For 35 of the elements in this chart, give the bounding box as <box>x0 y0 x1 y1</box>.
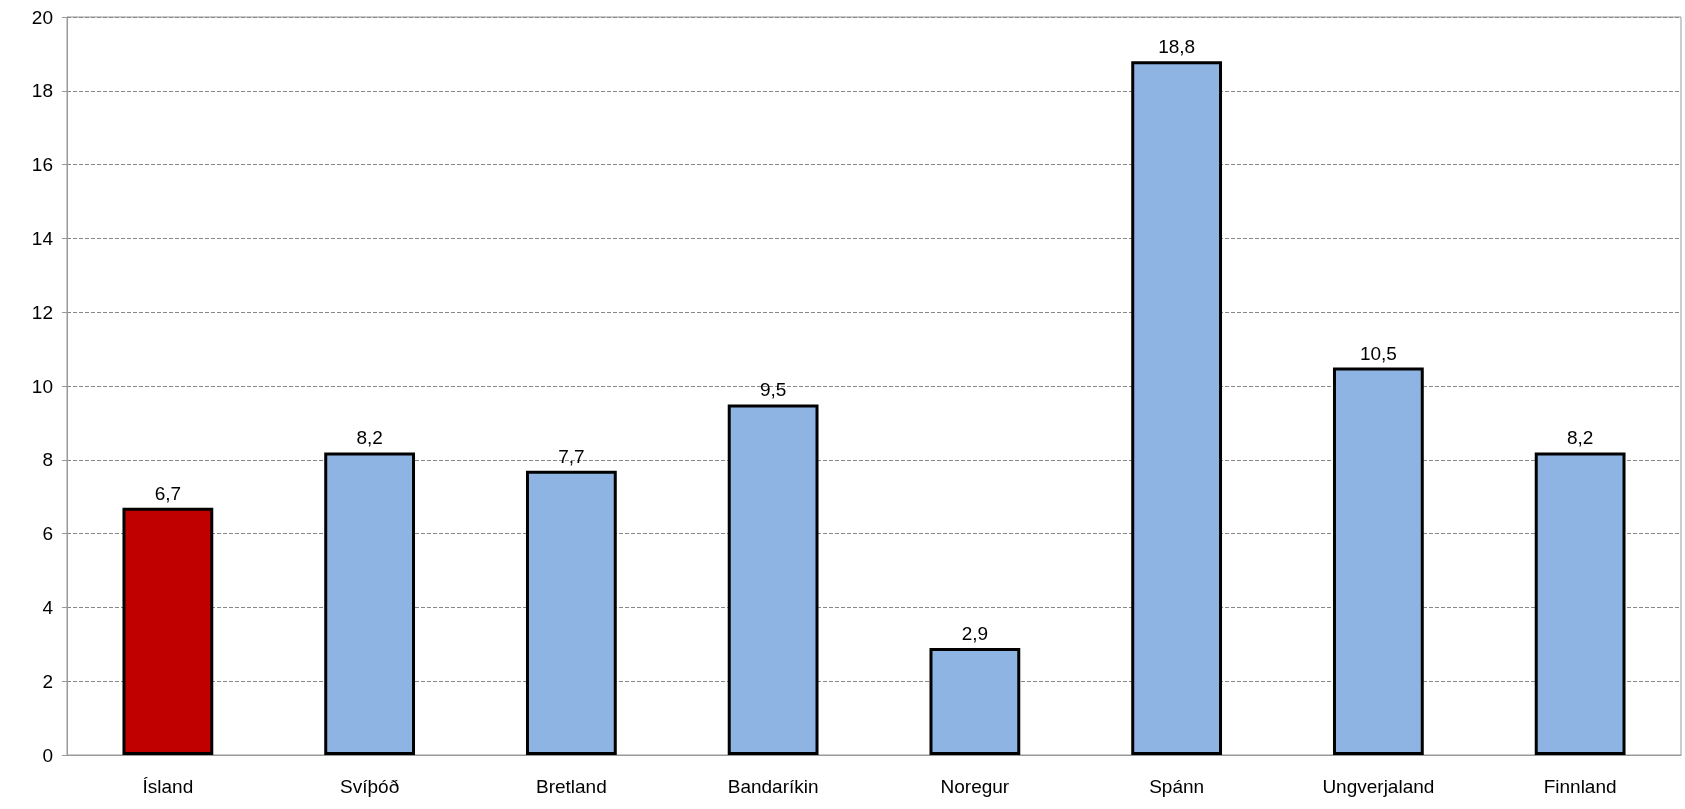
data-label: 7,7 <box>558 445 585 467</box>
y-tick-label: 6 <box>42 523 53 545</box>
y-tick-label: 12 <box>31 301 53 323</box>
x-tick-label: Bandaríkin <box>727 776 819 797</box>
bar <box>1534 452 1626 755</box>
y-tick-label: 8 <box>42 449 53 471</box>
data-label: 18,8 <box>1158 36 1196 58</box>
data-label: 10,5 <box>1359 342 1397 364</box>
y-tick-label: 16 <box>31 154 53 176</box>
data-label: 8,2 <box>356 427 383 449</box>
x-tick-label: Finnland <box>1543 776 1617 797</box>
y-tick-label: 4 <box>42 596 54 618</box>
x-tick-label: Ungverjaland <box>1322 776 1435 797</box>
bar <box>727 404 819 755</box>
x-tick-label: Spánn <box>1149 776 1205 797</box>
x-tick-label: Bretland <box>535 776 607 797</box>
bar <box>1332 367 1424 755</box>
data-label: 6,7 <box>154 482 182 504</box>
bar <box>122 507 214 755</box>
data-label: 2,9 <box>961 622 989 644</box>
x-tick-label: Ísland <box>142 776 194 797</box>
y-tick-label: 2 <box>42 670 53 692</box>
data-label: 8,2 <box>1566 427 1594 449</box>
y-tick-label: 0 <box>42 744 53 766</box>
bar <box>929 647 1021 755</box>
y-tick-label: 20 <box>31 6 53 28</box>
bar <box>324 452 416 755</box>
y-tick-label: 10 <box>31 375 53 397</box>
y-tick-label: 18 <box>31 80 53 102</box>
y-tick-label: 14 <box>31 227 54 249</box>
x-tick-label: Svíþóð <box>340 776 400 797</box>
x-tick-label: Noregur <box>940 776 1010 797</box>
bar <box>1131 61 1223 755</box>
bar <box>525 470 617 755</box>
data-label: 9,5 <box>759 379 787 401</box>
